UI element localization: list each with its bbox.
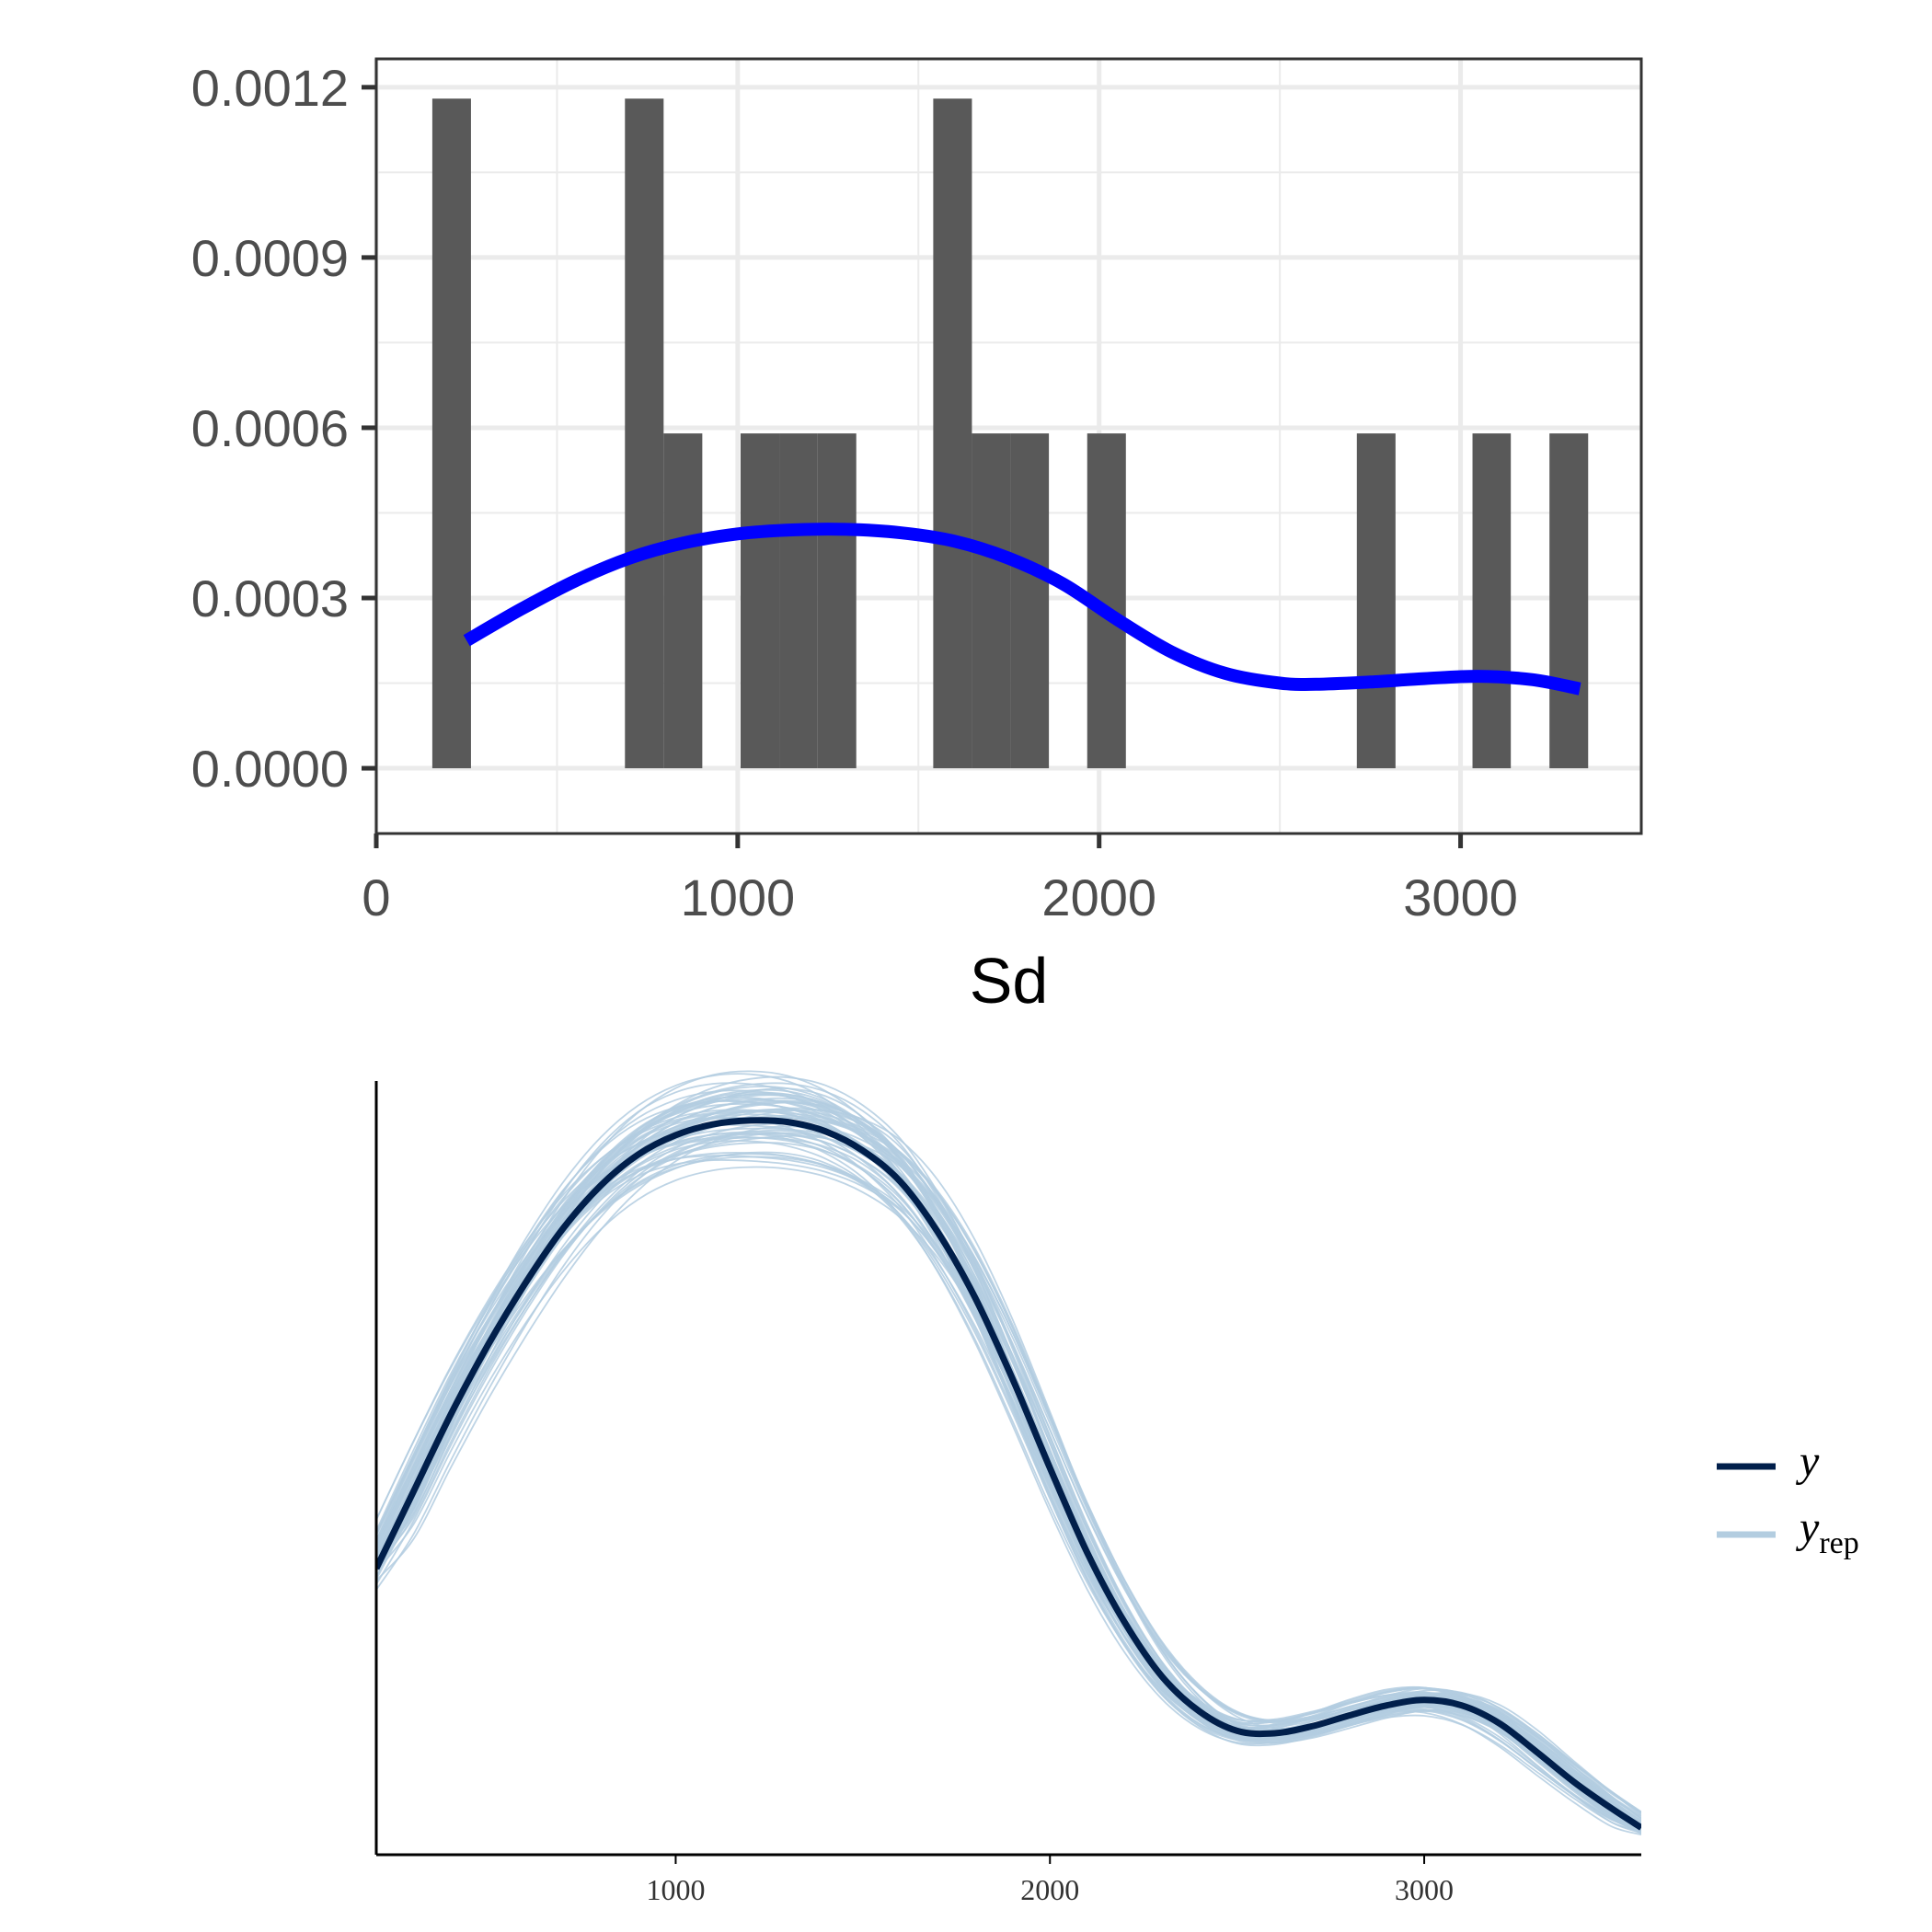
y-tick-label: 0.0012 [191,59,349,117]
yrep-line [376,1132,1641,1834]
yrep-line [376,1136,1641,1829]
ppc-x-axis: 1000 2000 3000 [646,1855,1454,1906]
yrep-line [376,1158,1641,1823]
legend-label-y: y [1795,1437,1820,1486]
histogram-bar [933,98,972,769]
histogram-bar [663,433,703,769]
x-tick-label: 2000 [1020,1873,1079,1906]
histogram-bar [431,98,471,769]
histogram-y-axis: 0.0000 0.0003 0.0006 0.0009 0.0012 [191,59,376,798]
yrep-line [376,1156,1641,1832]
histogram-bar [625,98,664,769]
histogram-bar [779,433,818,769]
yrep-line [376,1129,1641,1833]
x-tick-label: 3000 [1403,868,1518,926]
yrep-line [376,1131,1641,1834]
histogram-bar [1356,433,1396,769]
histogram-bars [431,98,1589,769]
histogram-bar [972,433,1011,769]
legend-label-yrep-sub: rep [1819,1526,1858,1560]
y-tick-label: 0.0006 [191,399,349,457]
y-density-line [376,1117,1641,1831]
histogram-bar [1472,433,1512,769]
histogram-bar [741,433,780,769]
x-tick-label: 1000 [646,1873,705,1906]
legend-label-yrep: yrep [1795,1503,1859,1560]
histogram-bar [1549,433,1589,769]
yrep-line [376,1116,1641,1823]
y-tick-label: 0.0000 [191,740,349,798]
y-tick-label: 0.0009 [191,229,349,287]
yrep-line [376,1151,1641,1836]
histogram-x-axis-title: Sd [970,945,1049,1017]
x-tick-label: 1000 [681,868,796,926]
histogram-x-axis: 0 1000 2000 3000 [362,834,1518,926]
histogram-plot-border [374,57,1643,835]
yrep-line [376,1091,1641,1817]
density-curve [463,523,1581,696]
x-tick-label: 0 [362,868,390,926]
yrep-line [376,1133,1641,1830]
yrep-line [376,1132,1641,1834]
legend-label-yrep-main: y [1795,1503,1820,1552]
y-tick-label: 0.0003 [191,569,349,627]
yrep-line [376,1155,1641,1826]
histogram-bar [1010,433,1050,769]
yrep-line [376,1151,1641,1832]
histogram-bar [817,433,857,769]
x-tick-label: 2000 [1041,868,1156,926]
yrep-density-lines [376,1070,1641,1836]
yrep-line [376,1132,1641,1830]
x-tick-label: 3000 [1395,1873,1454,1906]
yrep-line [376,1153,1641,1824]
histogram-panel: 0.0000 0.0003 0.0006 0.0009 0.0012 0 1000 2000… [191,57,1643,1017]
